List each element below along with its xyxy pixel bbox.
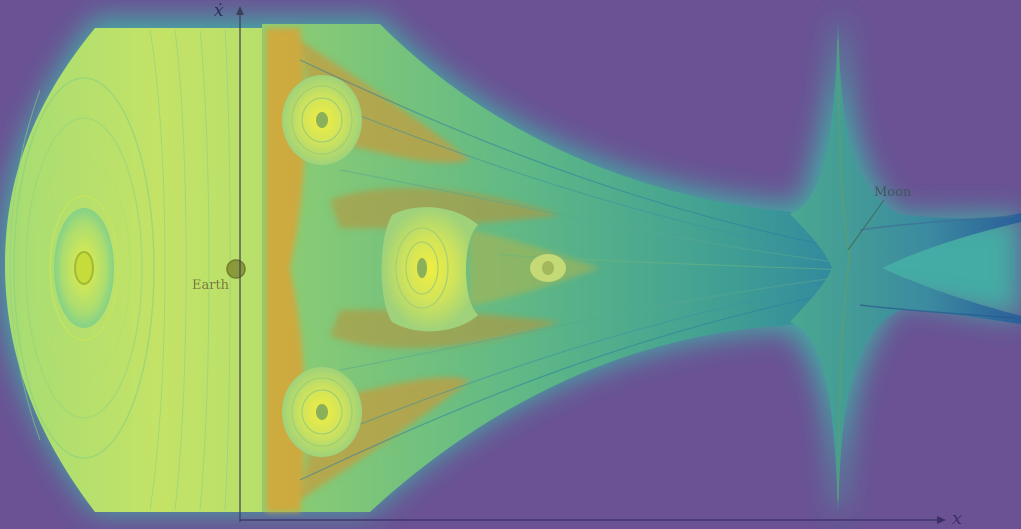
moon-manifold <box>790 22 1021 512</box>
earth-marker <box>226 259 246 279</box>
vertical-axis-arrow <box>236 6 244 15</box>
moon-label: Moon <box>874 185 912 200</box>
left-island-center <box>74 251 94 285</box>
left-orbit-rings <box>13 77 155 459</box>
left-flow-lines <box>9 29 231 511</box>
lower-island <box>282 367 362 457</box>
funnel-flow-lines <box>299 59 851 481</box>
left-orbit-region <box>5 28 262 512</box>
central-island <box>381 207 478 332</box>
horizontal-axis-label: x <box>952 508 963 529</box>
horizontal-axis-arrow <box>937 516 946 524</box>
upper-island <box>282 75 362 165</box>
earth-label: Earth <box>192 278 230 293</box>
vertical-axis-label: ẋ <box>214 1 224 21</box>
moon-pointer <box>847 199 885 251</box>
small-island <box>530 254 566 282</box>
